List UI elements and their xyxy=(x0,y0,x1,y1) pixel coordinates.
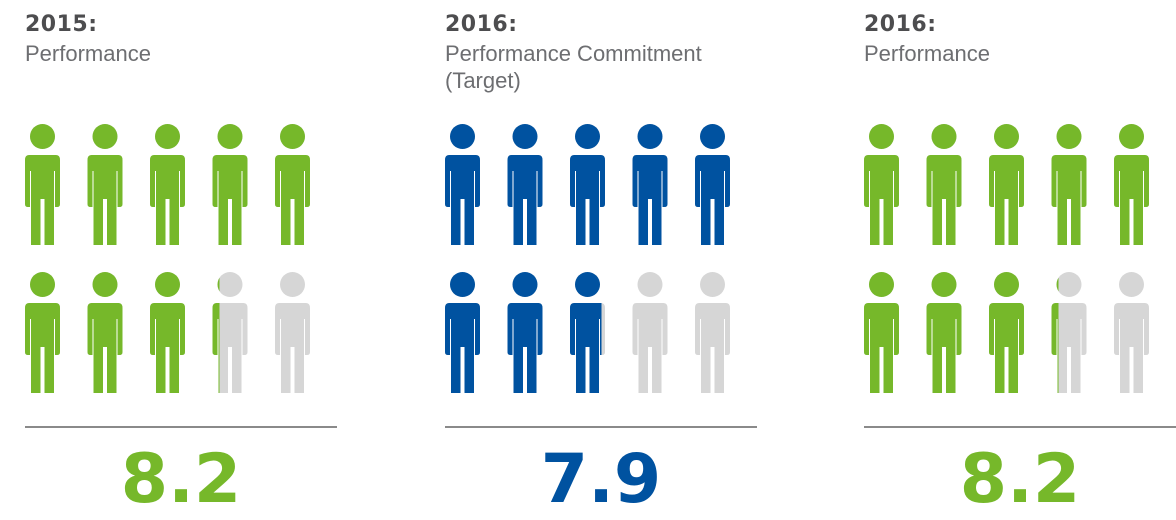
divider-line xyxy=(445,426,757,428)
person-icon xyxy=(150,272,185,393)
person-icon xyxy=(570,272,605,393)
person-icon xyxy=(212,124,248,245)
person-icon xyxy=(507,272,543,393)
person-icon xyxy=(275,272,310,393)
panel-value: 8.2 xyxy=(120,440,242,519)
panel-subtitle: Performance Commitment (Target) xyxy=(445,41,702,93)
panel-value: 7.9 xyxy=(540,440,662,519)
person-icon xyxy=(1051,272,1087,393)
person-icon xyxy=(275,124,310,245)
person-icon xyxy=(1051,124,1087,245)
person-icon xyxy=(445,124,480,245)
panel-subtitle: Performance xyxy=(864,41,990,66)
person-icon xyxy=(25,124,60,245)
person-icon xyxy=(445,272,480,393)
person-icon xyxy=(632,272,668,393)
panel-year-label: 2016: xyxy=(445,12,518,37)
panel-year-label: 2015: xyxy=(25,12,98,37)
person-icon xyxy=(1114,124,1149,245)
person-icon xyxy=(989,124,1024,245)
person-icon xyxy=(87,124,123,245)
panel-2016-performance: 2016: Performance 8.2 xyxy=(864,0,1176,519)
people-pictograph xyxy=(445,124,730,393)
panel-2016-target: 2016: Performance Commitment (Target) 7.… xyxy=(445,0,765,519)
person-icon xyxy=(695,272,730,393)
panel-subtitle: Performance xyxy=(25,41,151,66)
people-pictograph xyxy=(25,124,310,393)
people-pictograph xyxy=(864,124,1149,393)
person-icon xyxy=(926,272,962,393)
person-icon xyxy=(507,124,543,245)
person-icon xyxy=(25,272,60,393)
person-icon xyxy=(989,272,1024,393)
person-icon xyxy=(212,272,248,393)
panel-year-label: 2016: xyxy=(864,12,937,37)
divider-line xyxy=(864,426,1176,428)
person-icon xyxy=(864,272,899,393)
person-icon xyxy=(695,124,730,245)
person-icon xyxy=(926,124,962,245)
person-icon xyxy=(632,124,668,245)
panel-2015-performance: 2015: Performance 8.2 xyxy=(25,0,345,519)
person-icon xyxy=(87,272,123,393)
person-icon xyxy=(570,124,605,245)
divider-line xyxy=(25,426,337,428)
person-icon xyxy=(150,124,185,245)
panel-value: 8.2 xyxy=(959,440,1081,519)
person-icon xyxy=(1114,272,1149,393)
person-icon xyxy=(864,124,899,245)
